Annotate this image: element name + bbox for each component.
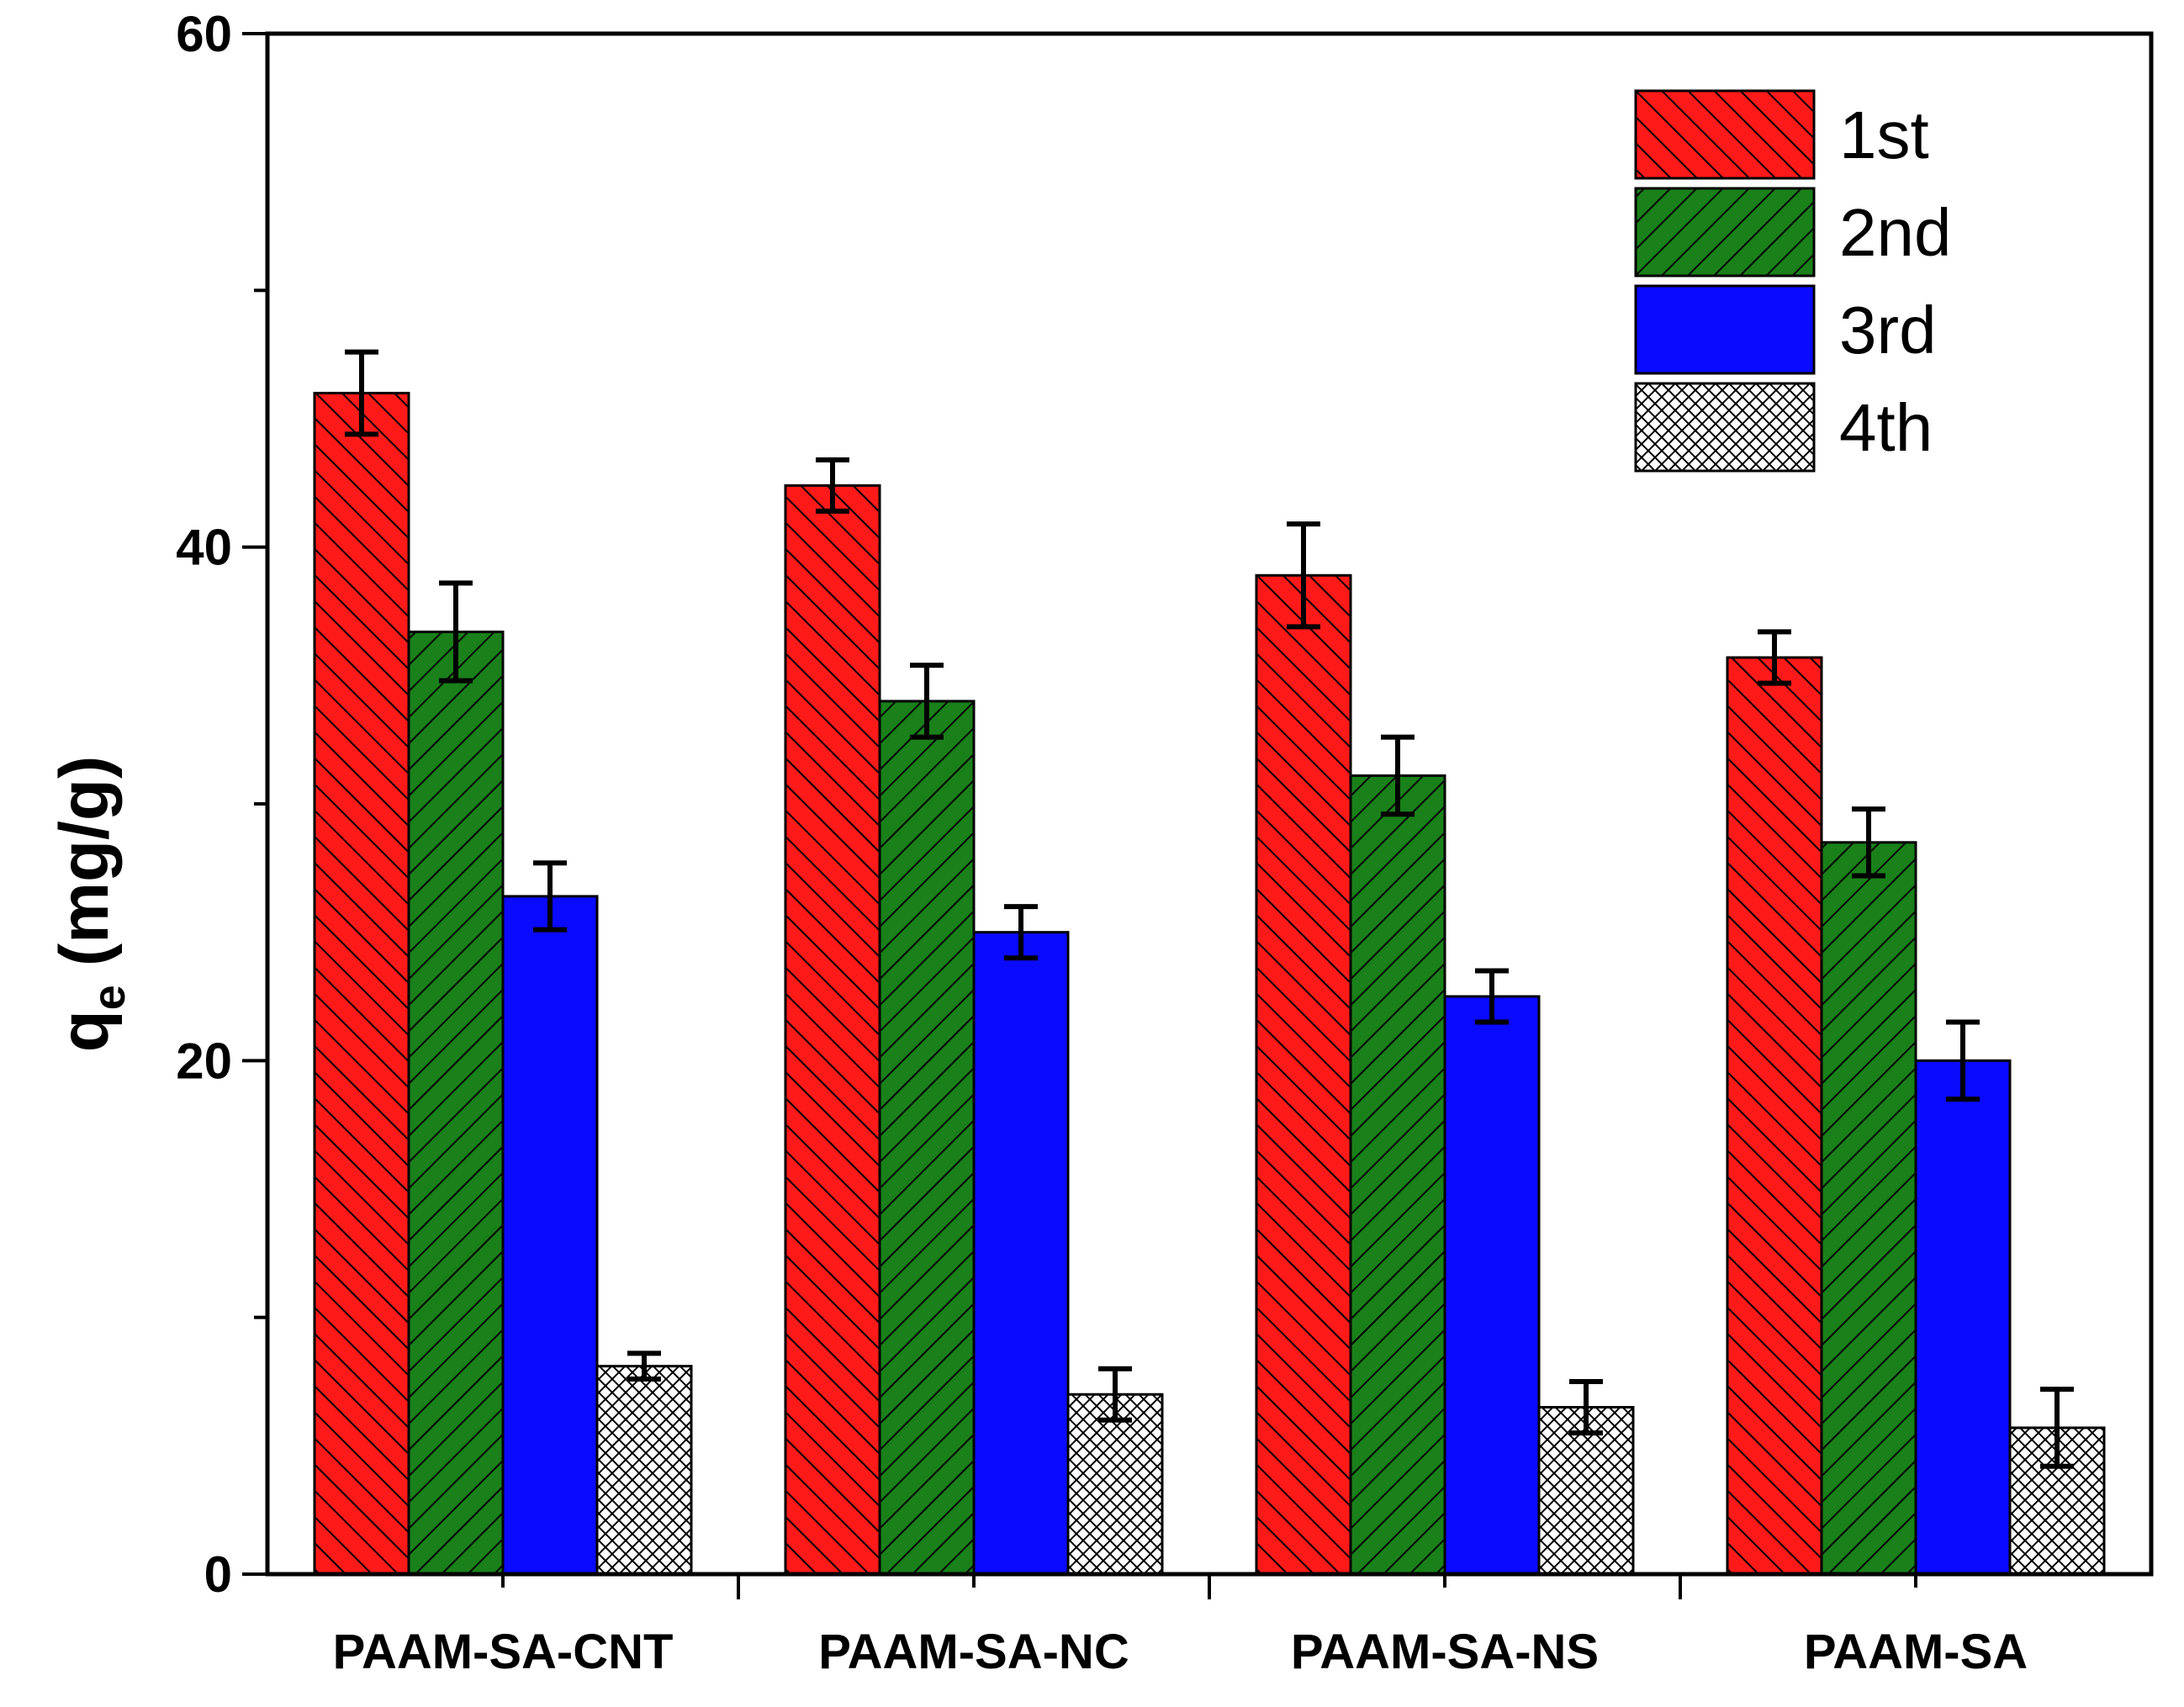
legend: 1st 2nd 3rd 4th xyxy=(1634,89,1951,473)
legend-swatch-2nd xyxy=(1634,187,1816,277)
error-bar-4th-PAAM-SA-NC xyxy=(1098,1366,1132,1423)
bar-2nd-PAAM-SA-NS xyxy=(1349,774,1446,1576)
error-bar-1st-PAAM-SA-CNT xyxy=(345,349,378,437)
legend-label-1st: 1st xyxy=(1839,98,1929,172)
legend-swatch-3rd xyxy=(1634,284,1816,375)
bar-3rd-PAAM-SA-NS xyxy=(1443,995,1541,1576)
y-axis-label-subscript: e xyxy=(84,985,135,1010)
error-bar-2nd-PAAM-SA-NC xyxy=(910,663,944,740)
error-bars xyxy=(345,349,2074,1469)
error-bar-4th-PAAM-SA-NS xyxy=(1569,1379,1603,1436)
bar-3rd-PAAM-SA-CNT xyxy=(501,895,599,1576)
error-bar-3rd-PAAM-SA-NC xyxy=(1004,904,1038,961)
y-axis-label-units: (mg/g) xyxy=(46,756,123,966)
error-bar-1st-PAAM-SA-NC xyxy=(816,457,849,514)
legend-label-4th: 4th xyxy=(1839,390,1933,465)
bar-1st-PAAM-SA-NS xyxy=(1255,573,1352,1576)
y-tick-label: 20 xyxy=(176,1033,232,1089)
bar-4th-PAAM-SA-NC xyxy=(1066,1393,1164,1576)
y-tick-label: 40 xyxy=(176,520,232,576)
bar-2nd-PAAM-SA-NC xyxy=(878,700,976,1576)
error-bar-4th-PAAM-SA xyxy=(2040,1387,2074,1469)
bar-1st-PAAM-SA xyxy=(1726,656,1823,1576)
legend-label-2nd: 2nd xyxy=(1839,195,1951,270)
bar-1st-PAAM-SA-CNT xyxy=(313,391,410,1576)
legend-label-3rd: 3rd xyxy=(1839,293,1937,367)
x-category-label: PAAM-SA-NS xyxy=(1291,1625,1599,1679)
bars xyxy=(313,391,2106,1576)
legend-swatch-1st xyxy=(1634,89,1816,180)
y-tick-label: 60 xyxy=(176,6,232,62)
error-bar-2nd-PAAM-SA-NS xyxy=(1381,734,1415,817)
y-axis-label: qe (mg/g) xyxy=(46,756,135,1053)
x-category-label: PAAM-SA-CNT xyxy=(333,1625,674,1679)
bar-2nd-PAAM-SA-CNT xyxy=(407,630,505,1576)
x-axis-ticks: PAAM-SA-CNT PAAM-SA-NC PAAM-SA-NS PAAM-SA xyxy=(333,1574,2028,1679)
bar-3rd-PAAM-SA-NC xyxy=(972,931,1070,1576)
error-bar-1st-PAAM-SA-NS xyxy=(1287,521,1320,630)
error-bar-4th-PAAM-SA-CNT xyxy=(627,1350,661,1382)
bar-1st-PAAM-SA-NC xyxy=(784,484,881,1576)
y-axis-ticks: 0 20 40 60 xyxy=(176,6,267,1603)
error-bar-2nd-PAAM-SA-CNT xyxy=(439,580,473,684)
bar-4th-PAAM-SA-CNT xyxy=(595,1365,693,1576)
x-category-label: PAAM-SA-NC xyxy=(818,1625,1129,1679)
bar-3rd-PAAM-SA xyxy=(1914,1059,2012,1576)
error-bar-1st-PAAM-SA xyxy=(1758,629,1791,686)
error-bar-3rd-PAAM-SA-CNT xyxy=(533,860,567,933)
y-axis-label-symbol: q xyxy=(46,1010,123,1052)
legend-swatch-4th xyxy=(1634,382,1816,473)
error-bar-2nd-PAAM-SA xyxy=(1852,806,1885,879)
error-bar-3rd-PAAM-SA xyxy=(1946,1019,1980,1102)
error-bar-3rd-PAAM-SA-NS xyxy=(1475,968,1509,1025)
bar-2nd-PAAM-SA xyxy=(1820,841,1917,1576)
x-category-label: PAAM-SA xyxy=(1804,1625,2028,1679)
y-tick-label: 0 xyxy=(204,1546,232,1603)
